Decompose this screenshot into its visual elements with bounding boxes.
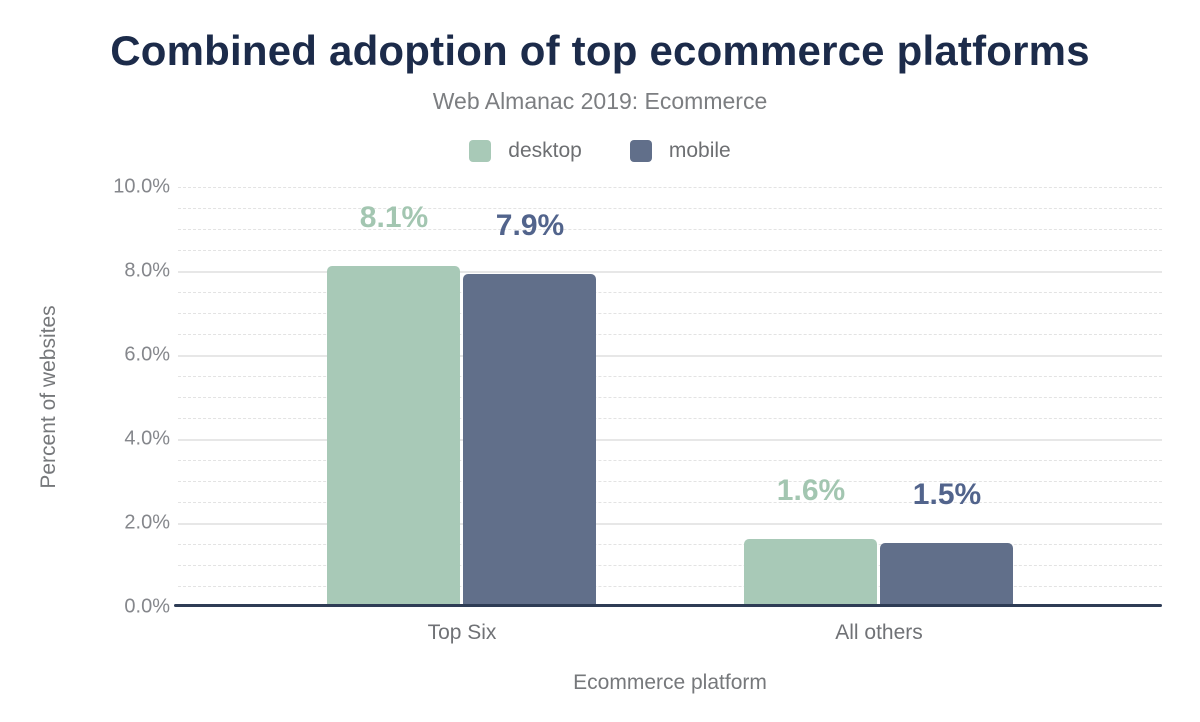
legend: desktop mobile (0, 139, 1200, 163)
chart-subtitle: Web Almanac 2019: Ecommerce (432, 88, 768, 114)
gridline (178, 502, 1162, 503)
x-tick-label: Top Six (427, 621, 497, 644)
legend-swatch-desktop (469, 140, 492, 162)
gridline (178, 187, 1162, 188)
legend-item-mobile: mobile (629, 139, 731, 163)
gridline (178, 523, 1162, 525)
y-tick-label: 8.0% (124, 259, 170, 282)
gridline (178, 334, 1162, 335)
y-tick-label: 2.0% (124, 511, 170, 534)
gridline (178, 313, 1162, 314)
gridline (178, 229, 1162, 230)
gridline (178, 586, 1162, 587)
chart-title: Combined adoption of top ecommerce platf… (110, 27, 1090, 74)
bar-value-label: 8.1% (359, 201, 429, 234)
legend-label: desktop (508, 139, 582, 162)
legend-swatch-mobile (629, 140, 652, 162)
gridline (178, 292, 1162, 293)
bar-mobile-top-six[interactable] (463, 274, 596, 606)
gridline (178, 544, 1162, 545)
gridline (178, 271, 1162, 273)
x-axis-line (174, 604, 1162, 607)
legend-item-desktop: desktop (469, 139, 582, 163)
gridline (178, 418, 1162, 419)
bar-mobile-all-others[interactable] (880, 543, 1013, 606)
gridline (178, 397, 1162, 398)
gridline (178, 460, 1162, 461)
gridline (178, 565, 1162, 566)
gridline (178, 439, 1162, 441)
y-axis-title: Percent of websites (37, 305, 60, 489)
bar-value-label: 1.5% (912, 478, 982, 511)
gridline (178, 355, 1162, 357)
gridline (178, 376, 1162, 377)
plot-area: 8.1% 7.9% 1.6% 1.5% (178, 187, 1162, 607)
bar-value-label: 1.6% (776, 474, 846, 507)
bar-desktop-top-six[interactable] (327, 266, 460, 606)
legend-label: mobile (668, 139, 731, 162)
gridline (178, 250, 1162, 251)
y-tick-label: 4.0% (124, 427, 170, 450)
y-tick-label: 6.0% (124, 343, 170, 366)
bar-desktop-all-others[interactable] (744, 539, 877, 606)
gridline (178, 208, 1162, 209)
x-tick-label: All others (835, 621, 923, 644)
y-tick-label: 10.0% (113, 175, 170, 198)
gridline (178, 481, 1162, 482)
x-axis-title: Ecommerce platform (573, 671, 767, 694)
y-tick-label: 0.0% (124, 595, 170, 618)
bar-value-label: 7.9% (495, 209, 565, 242)
